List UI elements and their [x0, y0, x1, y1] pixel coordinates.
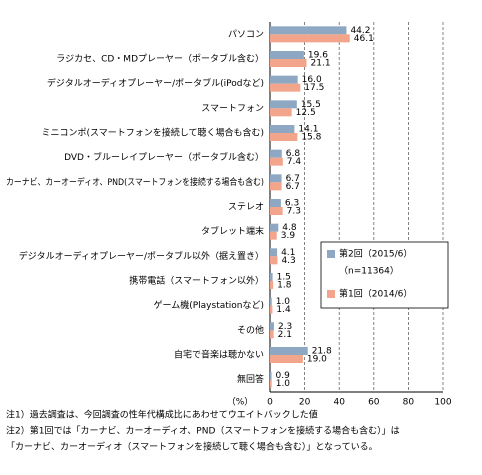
category-label: パソコン — [228, 29, 264, 40]
bar — [270, 281, 274, 289]
bar — [270, 157, 283, 166]
x-axis-label: （%） — [227, 397, 254, 408]
value-label: 16.0 — [302, 75, 322, 85]
x-tick-label: 100 — [434, 398, 451, 408]
value-label: 19.6 — [308, 51, 328, 61]
category-label: ミニコンポ(スマートフォンを接続して聴く場合も含む) — [42, 127, 264, 139]
value-label: 6.7 — [286, 174, 300, 184]
bar — [270, 248, 278, 257]
category-label: DVD・ブルーレイプレーヤー（ポータブル含む） — [64, 151, 264, 163]
bar — [270, 75, 298, 84]
bar — [270, 355, 303, 363]
bar — [270, 182, 282, 191]
value-label: 4.8 — [282, 223, 297, 233]
x-tick-label: 20 — [299, 398, 311, 408]
bar — [270, 59, 307, 67]
category-label: タブレット端末 — [201, 225, 264, 237]
bar — [270, 223, 279, 232]
bar — [270, 83, 301, 92]
value-label: 6.8 — [286, 149, 301, 159]
bar — [270, 330, 274, 339]
bar — [270, 207, 283, 215]
category-label: 自宅で音楽は聴かない — [174, 349, 264, 361]
category-label: デジタルオーディオプレーヤー/ポータブル(iPodなど) — [47, 77, 264, 89]
bar — [270, 231, 277, 240]
value-label: 17.5 — [304, 83, 324, 93]
bar — [270, 371, 272, 380]
value-label: 1.8 — [277, 281, 292, 291]
category-label: ステレオ — [228, 202, 264, 213]
bar — [270, 51, 304, 59]
value-label: 14.1 — [298, 125, 318, 135]
bar — [270, 273, 273, 281]
bar — [270, 149, 282, 158]
x-tick-label: 80 — [403, 398, 415, 408]
note: 「カーナビ、カーオーディオ（スマートフォンを接続して聴く場合も含む）」となってい… — [6, 441, 378, 453]
category-label: カーナビ、カーオーディオ、PND(スマートフォンを接続する場合も含む) — [6, 176, 264, 188]
value-label: 1.5 — [277, 273, 291, 283]
bar — [270, 305, 273, 314]
value-label: 2.1 — [278, 330, 292, 340]
x-tick-label: 0 — [267, 398, 273, 408]
category-label: 携帯電話（スマートフォン以外） — [129, 275, 264, 287]
bar — [270, 100, 297, 109]
x-tick-label: 60 — [368, 398, 380, 408]
category-label: ラジカセ、CD・MDプレーヤー（ポータブル含む） — [56, 53, 264, 65]
value-label: 15.8 — [301, 133, 321, 143]
value-label: 7.4 — [287, 157, 302, 167]
category-label: スマートフォン — [201, 104, 264, 114]
value-label: 1.4 — [276, 305, 291, 315]
value-label: 19.0 — [307, 355, 327, 365]
legend-swatch — [327, 250, 335, 258]
value-label: 46.1 — [354, 34, 374, 44]
category-label: ゲーム機(Playstationなど) — [154, 299, 265, 311]
note: 注1）過去調査は、今回調査の性年代構成比にあわせてウエイトバックした値 — [6, 409, 318, 421]
bar — [270, 347, 308, 355]
value-label: 4.1 — [281, 248, 295, 258]
bar — [270, 322, 274, 331]
value-label: 1.0 — [276, 297, 291, 307]
legend-note: （n=11364） — [339, 266, 399, 277]
value-label: 0.9 — [276, 371, 291, 381]
bar — [270, 108, 292, 117]
value-label: 2.3 — [278, 322, 292, 332]
value-label: 12.5 — [296, 108, 316, 118]
bar — [270, 34, 350, 43]
bar — [270, 199, 281, 207]
legend-label: 第2回（2015/6） — [339, 248, 412, 260]
bar — [270, 379, 272, 388]
value-label: 15.5 — [301, 100, 321, 110]
value-label: 1.0 — [276, 379, 291, 389]
legend-swatch — [327, 290, 335, 298]
bar — [270, 125, 295, 133]
value-label: 3.9 — [281, 231, 296, 241]
legend-box — [320, 241, 449, 309]
note: 注2）第1回では「カーナビ、カーオーディオ、PND（スマートフォンを接続する場合… — [6, 425, 400, 437]
value-label: 21.1 — [311, 59, 331, 69]
legend-label: 第1回（2014/6） — [339, 288, 412, 300]
value-label: 6.7 — [286, 182, 300, 192]
value-label: 7.3 — [287, 207, 301, 217]
bar — [270, 26, 347, 35]
value-label: 21.8 — [312, 347, 332, 357]
category-label: デジタルオーディオプレーヤー/ポータブル以外（据え置き） — [19, 250, 264, 262]
category-label: その他 — [237, 324, 264, 336]
value-label: 44.2 — [350, 26, 370, 36]
value-label: 6.3 — [285, 199, 299, 209]
category-label: 無回答 — [237, 373, 264, 385]
bar — [270, 174, 282, 183]
x-tick-label: 40 — [333, 398, 345, 408]
bar — [270, 133, 298, 141]
bar — [270, 297, 272, 306]
value-label: 4.3 — [281, 256, 295, 266]
bar — [270, 256, 278, 265]
